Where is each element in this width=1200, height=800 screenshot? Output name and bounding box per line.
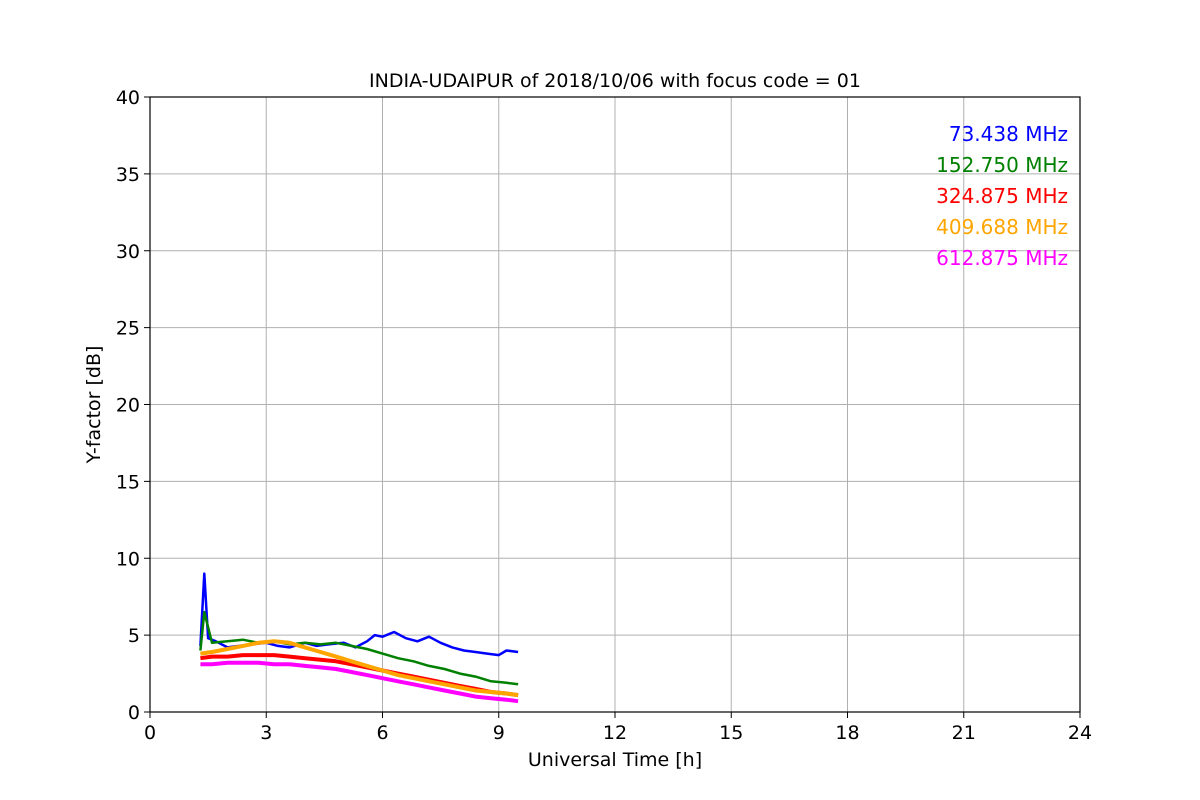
series-layer xyxy=(199,572,519,704)
x-tick-label-1: 3 xyxy=(260,722,272,744)
legend-entry-2: 324.875 MHz xyxy=(936,184,1068,208)
x-axis-title: Universal Time [h] xyxy=(528,749,702,771)
legend: 73.438 MHz 152.750 MHz 324.875 MHz 409.688 … xyxy=(936,122,1068,270)
y-tick-label-1: 5 xyxy=(128,625,140,647)
x-tick-label-2: 6 xyxy=(376,722,388,744)
legend-entry-1: 152.750 MHz xyxy=(936,153,1068,177)
y-axis-title: Y-factor [dB] xyxy=(83,346,105,465)
y-tick-label-0: 0 xyxy=(128,702,140,724)
legend-entry-3: 409.688 MHz xyxy=(936,215,1068,239)
x-tick-label-7: 21 xyxy=(952,722,976,744)
y-tick-label-4: 20 xyxy=(116,395,140,417)
x-tick-label-8: 24 xyxy=(1068,722,1092,744)
x-axis: 0 3 6 9 12 15 18 21 24 xyxy=(144,712,1092,744)
legend-entry-4: 612.875 MHz xyxy=(936,246,1068,270)
y-tick-label-3: 15 xyxy=(116,471,140,493)
chart-title: INDIA-UDAIPUR of 2018/10/06 with focus c… xyxy=(369,70,861,92)
x-tick-label-6: 18 xyxy=(835,722,859,744)
x-tick-label-3: 9 xyxy=(493,722,505,744)
series-line-3 xyxy=(200,639,519,698)
y-tick-label-8: 40 xyxy=(116,87,140,109)
y-axis: 0 5 10 15 20 25 30 35 40 xyxy=(116,87,150,724)
series-line-4 xyxy=(200,660,519,704)
y-tick-label-2: 10 xyxy=(116,548,140,570)
y-tick-label-7: 35 xyxy=(116,164,140,186)
legend-entry-0: 73.438 MHz xyxy=(949,122,1068,146)
y-tick-label-6: 30 xyxy=(116,241,140,263)
y-tick-label-5: 25 xyxy=(116,318,140,340)
x-tick-label-5: 15 xyxy=(719,722,743,744)
x-tick-label-0: 0 xyxy=(144,722,156,744)
x-tick-label-4: 12 xyxy=(603,722,627,744)
series-line-1 xyxy=(199,610,519,686)
